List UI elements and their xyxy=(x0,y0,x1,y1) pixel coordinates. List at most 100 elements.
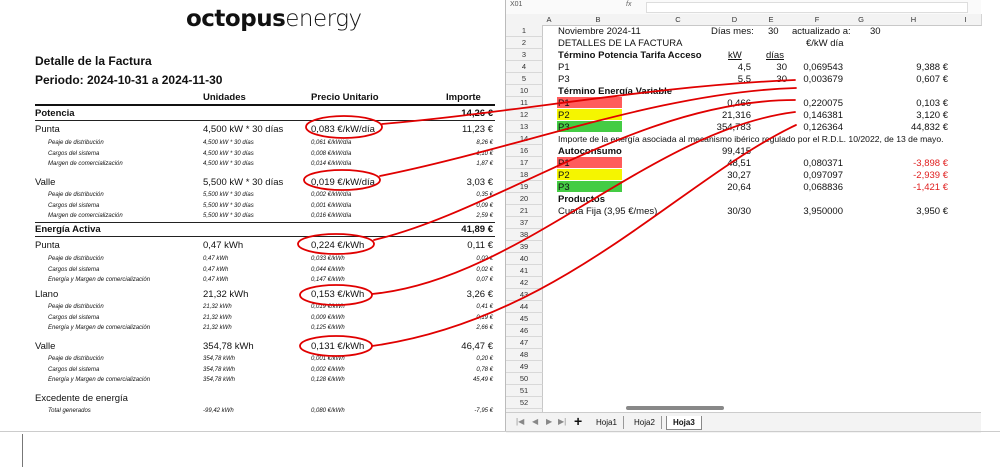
cell-e1[interactable]: 30 xyxy=(768,26,779,37)
column-header-d[interactable]: D xyxy=(716,14,754,26)
cell-f21[interactable]: 3,950000 xyxy=(803,206,843,217)
cell-d1[interactable]: Días mes: xyxy=(711,26,754,37)
cell-h11[interactable]: 0,103 € xyxy=(916,98,948,109)
row-header[interactable]: 46 xyxy=(506,325,543,337)
cell-e4[interactable]: 30 xyxy=(776,62,787,73)
row-header[interactable]: 40 xyxy=(506,253,543,265)
last-sheet-icon[interactable]: ▶| xyxy=(558,417,567,426)
row-header[interactable]: 14 xyxy=(506,133,543,145)
cell-f13[interactable]: 0,126364 xyxy=(803,122,843,133)
cell-b21[interactable]: Cuota Fija (3,95 €/mes) xyxy=(558,206,658,217)
row-header[interactable]: 3 xyxy=(506,49,543,61)
cell-f18[interactable]: 0,097097 xyxy=(803,170,843,181)
row-header[interactable]: 16 xyxy=(506,145,543,157)
cell-d3[interactable]: kW xyxy=(728,50,742,61)
cell-b10[interactable]: Término Energía Variable xyxy=(558,86,673,97)
cell-d18[interactable]: 30,27 xyxy=(727,170,751,181)
cell-b20[interactable]: Productos xyxy=(558,194,605,205)
row-header[interactable]: 39 xyxy=(506,241,543,253)
cell-f1[interactable]: actualizado a: xyxy=(792,26,851,37)
row-header[interactable]: 13 xyxy=(506,121,543,133)
cell-h5[interactable]: 0,607 € xyxy=(916,74,948,85)
cell-h17[interactable]: -3,898 € xyxy=(913,158,948,169)
row-header[interactable]: 21 xyxy=(506,205,543,217)
row-header[interactable]: 43 xyxy=(506,289,543,301)
row-header[interactable]: 45 xyxy=(506,313,543,325)
column-header-a[interactable]: A xyxy=(542,14,557,26)
row-header[interactable]: 4 xyxy=(506,61,543,73)
row-header[interactable]: 47 xyxy=(506,337,543,349)
cell-h4[interactable]: 9,388 € xyxy=(916,62,948,73)
row-header[interactable]: 38 xyxy=(506,229,543,241)
cell-b11[interactable]: P1 xyxy=(558,98,570,109)
column-header-c[interactable]: C xyxy=(640,14,717,26)
cell-d5[interactable]: 5,5 xyxy=(737,74,751,85)
row-header[interactable]: 48 xyxy=(506,349,543,361)
cell-b2[interactable]: DETALLES DE LA FACTURA xyxy=(558,38,683,49)
row-header[interactable]: 20 xyxy=(506,193,543,205)
column-header-f[interactable]: F xyxy=(789,14,846,26)
cell-b12[interactable]: P2 xyxy=(558,110,570,121)
row-header[interactable]: 50 xyxy=(506,373,543,385)
cell-d4[interactable]: 4,5 xyxy=(737,62,751,73)
cell-h21[interactable]: 3,950 € xyxy=(916,206,948,217)
cell-b1[interactable]: Noviembre 2024-11 xyxy=(558,26,641,37)
cell-b5[interactable]: P3 xyxy=(558,74,570,85)
cell-d17[interactable]: 48,51 xyxy=(727,158,751,169)
row-header[interactable]: 10 xyxy=(506,85,543,97)
row-header[interactable]: 51 xyxy=(506,385,543,397)
cell-b18[interactable]: P2 xyxy=(558,170,570,181)
formula-input[interactable] xyxy=(646,2,968,13)
cell-d16[interactable]: 99,415 xyxy=(721,146,751,157)
row-header[interactable]: 44 xyxy=(506,301,543,313)
cell-d21[interactable]: 30/30 xyxy=(727,206,751,217)
cell-d11[interactable]: 0,466 xyxy=(727,98,751,109)
cell-e5[interactable]: 30 xyxy=(776,74,787,85)
cell-f2[interactable]: €/kW día xyxy=(806,38,844,49)
tab-hoja3[interactable]: Hoja3 xyxy=(666,416,702,430)
cell-b13[interactable]: P3 xyxy=(558,122,570,133)
cell-f4[interactable]: 0,069543 xyxy=(803,62,843,73)
cell-f17[interactable]: 0,080371 xyxy=(803,158,843,169)
horizontal-scrollbar[interactable] xyxy=(626,406,724,410)
row-header[interactable]: 12 xyxy=(506,109,543,121)
next-sheet-icon[interactable]: ▶ xyxy=(546,417,553,426)
tab-hoja2[interactable]: Hoja2 xyxy=(628,416,662,429)
cell-b17[interactable]: P1 xyxy=(558,158,570,169)
row-header[interactable]: 17 xyxy=(506,157,543,169)
cell-d13[interactable]: 354,783 xyxy=(716,122,751,133)
cell-e3[interactable]: días xyxy=(766,50,784,61)
prev-sheet-icon[interactable]: ◀ xyxy=(532,417,539,426)
row-header[interactable]: 18 xyxy=(506,169,543,181)
first-sheet-icon[interactable]: |◀ xyxy=(516,417,525,426)
row-header[interactable]: 42 xyxy=(506,277,543,289)
cell-d19[interactable]: 20,64 xyxy=(727,182,751,193)
row-header[interactable]: 2 xyxy=(506,37,543,49)
cell-b14[interactable]: Importe de la energía asociada al mecani… xyxy=(558,134,944,144)
cell-f11[interactable]: 0,220075 xyxy=(803,98,843,109)
row-header[interactable]: 37 xyxy=(506,217,543,229)
row-header[interactable]: 52 xyxy=(506,397,543,409)
cell-f19[interactable]: 0,068836 xyxy=(803,182,843,193)
add-sheet-icon[interactable]: + xyxy=(574,413,583,429)
column-header-g[interactable]: G xyxy=(845,14,878,26)
cell-h12[interactable]: 3,120 € xyxy=(916,110,948,121)
tab-hoja1[interactable]: Hoja1 xyxy=(590,416,624,429)
row-header[interactable]: 49 xyxy=(506,361,543,373)
name-box[interactable]: X01 xyxy=(510,1,523,8)
cell-f5[interactable]: 0,003679 xyxy=(803,74,843,85)
cell-b16[interactable]: Autoconsumo xyxy=(558,146,622,157)
row-header[interactable]: 19 xyxy=(506,181,543,193)
row-header[interactable]: 41 xyxy=(506,265,543,277)
column-header-e[interactable]: E xyxy=(753,14,790,26)
cell-b4[interactable]: P1 xyxy=(558,62,570,73)
cell-h19[interactable]: -1,421 € xyxy=(913,182,948,193)
cell-h13[interactable]: 44,832 € xyxy=(911,122,948,133)
cell-b19[interactable]: P3 xyxy=(558,182,570,193)
cell-h18[interactable]: -2,939 € xyxy=(913,170,948,181)
row-header[interactable]: 5 xyxy=(506,73,543,85)
row-header[interactable]: 11 xyxy=(506,97,543,109)
cell-d12[interactable]: 21,316 xyxy=(721,110,751,121)
row-header[interactable]: 1 xyxy=(506,25,543,37)
column-header-h[interactable]: H xyxy=(877,14,951,26)
